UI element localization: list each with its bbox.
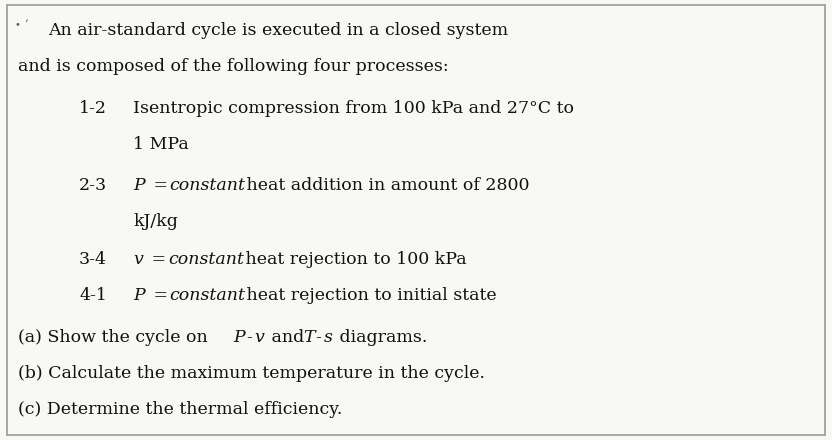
Text: P: P <box>133 287 145 304</box>
Text: 1 MPa: 1 MPa <box>133 136 189 153</box>
Text: =: = <box>148 177 174 194</box>
Text: -: - <box>246 329 252 346</box>
Text: heat rejection to initial state: heat rejection to initial state <box>241 287 497 304</box>
Text: heat rejection to 100 kPa: heat rejection to 100 kPa <box>240 251 466 268</box>
Text: constant: constant <box>170 287 245 304</box>
Text: 4-1: 4-1 <box>79 287 107 304</box>
Text: =: = <box>148 287 174 304</box>
Text: diagrams.: diagrams. <box>334 329 428 346</box>
Text: ‘: ‘ <box>25 20 28 30</box>
Text: 1-2: 1-2 <box>79 99 107 117</box>
Text: constant: constant <box>168 251 244 268</box>
Text: An air-standard cycle is executed in a closed system: An air-standard cycle is executed in a c… <box>48 22 508 39</box>
Text: and: and <box>266 329 310 346</box>
Text: (a) Show the cycle on: (a) Show the cycle on <box>18 329 214 346</box>
Text: Isentropic compression from 100 kPa and 27°C to: Isentropic compression from 100 kPa and … <box>133 99 574 117</box>
Text: v: v <box>133 251 143 268</box>
Text: s: s <box>324 329 333 346</box>
Text: kJ/kg: kJ/kg <box>133 213 178 230</box>
FancyBboxPatch shape <box>7 5 825 435</box>
Text: v: v <box>255 329 265 346</box>
Text: •: • <box>15 20 21 29</box>
Text: 2-3: 2-3 <box>79 177 107 194</box>
Text: 3-4: 3-4 <box>79 251 107 268</box>
Text: (b) Calculate the maximum temperature in the cycle.: (b) Calculate the maximum temperature in… <box>18 365 485 382</box>
Text: heat addition in amount of 2800: heat addition in amount of 2800 <box>241 177 530 194</box>
Text: P: P <box>233 329 245 346</box>
Text: constant: constant <box>170 177 245 194</box>
Text: and is composed of the following four processes:: and is composed of the following four pr… <box>18 58 449 75</box>
Text: =: = <box>146 251 171 268</box>
Text: T: T <box>303 329 314 346</box>
Text: -: - <box>315 329 321 346</box>
Text: (c) Determine the thermal efficiency.: (c) Determine the thermal efficiency. <box>18 401 343 418</box>
Text: P: P <box>133 177 145 194</box>
